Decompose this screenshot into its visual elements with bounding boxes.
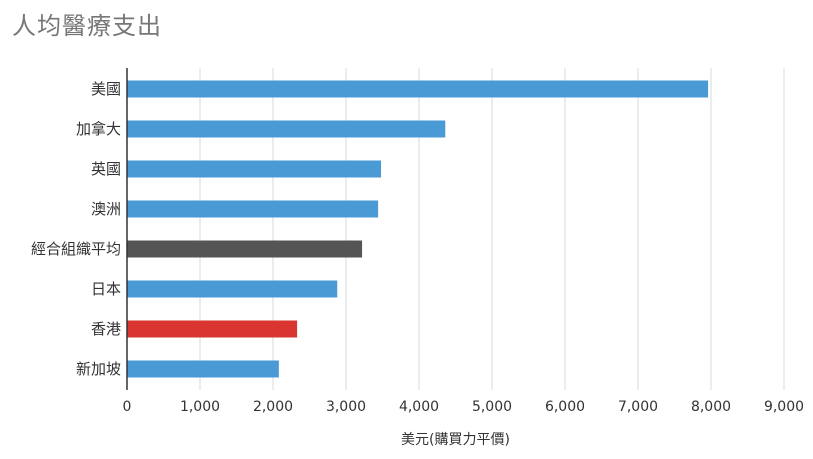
bar [127, 280, 338, 298]
x-tick-label: 6,000 [545, 399, 585, 415]
x-tick-label: 8,000 [691, 399, 731, 415]
x-tick-label: 1,000 [180, 399, 220, 415]
bar [127, 160, 382, 178]
x-tick-label: 3,000 [326, 399, 366, 415]
gridlines [199, 68, 785, 390]
category-label: 加拿大 [76, 120, 121, 138]
bar [127, 240, 363, 258]
bar [127, 200, 379, 218]
x-tick-label: 0 [123, 399, 132, 415]
x-tick-labels: 0 1,000 2,000 3,000 4,000 5,000 6,000 7,000 8,00… [123, 399, 805, 415]
x-tick-label: 4,000 [399, 399, 439, 415]
chart-title: 人均醫療支出 [12, 12, 162, 40]
bar [127, 80, 709, 98]
category-label: 新加坡 [76, 360, 121, 378]
bars [127, 80, 709, 378]
x-tick-label: 2,000 [253, 399, 293, 415]
x-tick-label: 9,000 [764, 399, 804, 415]
category-label: 經合組織平均 [31, 240, 121, 258]
bar [127, 320, 298, 338]
bar [127, 360, 279, 378]
category-label: 美國 [91, 80, 121, 98]
category-label: 香港 [91, 320, 121, 338]
x-tick-label: 7,000 [618, 399, 658, 415]
x-axis-title: 美元(購買力平價) [401, 431, 510, 448]
x-tick-label: 5,000 [472, 399, 512, 415]
category-label: 日本 [91, 280, 121, 298]
category-label: 澳洲 [91, 200, 121, 218]
category-label: 英國 [91, 160, 121, 178]
bar [127, 120, 446, 138]
